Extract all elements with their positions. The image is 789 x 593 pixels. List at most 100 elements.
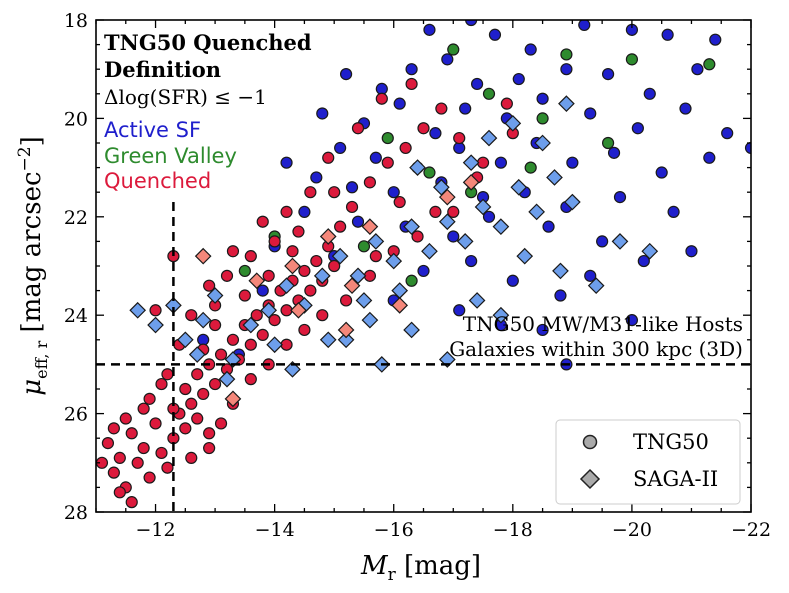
tng50-circle-point	[298, 323, 311, 337]
x-axis-unit: [mag]	[396, 551, 481, 581]
tng50-circle-point	[185, 309, 198, 322]
tng50-circle-point	[119, 412, 132, 425]
saga-diamond-point	[480, 129, 498, 147]
y-tick-label: 26	[64, 404, 88, 426]
saga-diamond-point	[290, 301, 307, 319]
tng50-circle-point	[107, 466, 120, 479]
tng50-circle-point	[197, 387, 210, 401]
tng50-circle-point	[405, 274, 418, 287]
saga-diamond-point	[564, 193, 581, 211]
y-tick-label: 24	[64, 305, 88, 327]
tng50-circle-point	[191, 368, 204, 381]
tng50-circle-point	[655, 166, 668, 179]
tng50-circle-point	[256, 284, 269, 297]
tng50-circle-point	[262, 269, 275, 282]
y-tick-label: 28	[64, 502, 88, 524]
saga-diamond-point	[224, 390, 242, 408]
tng50-circle-point	[506, 274, 519, 287]
tng50-circle-point	[721, 127, 734, 140]
tng50-circle-point	[179, 382, 192, 396]
y-axis-label: μeff, r [mag arcsec−2]	[15, 136, 51, 395]
tng50-circle-point	[429, 127, 442, 140]
tng50-circle-point	[482, 210, 496, 223]
tng50-circle-point	[405, 63, 418, 76]
legend-marker-diamond	[579, 468, 601, 490]
saga-diamond-point	[587, 277, 605, 295]
tng50-circle-point	[250, 309, 263, 322]
saga-diamond-point	[456, 233, 474, 250]
tng50-circle-point	[494, 156, 508, 169]
saga-diamond-point	[176, 331, 194, 349]
category-label-green-valley: Green Valley	[104, 144, 237, 168]
saga-diamond-point	[129, 301, 147, 319]
saga-diamond-point	[492, 218, 510, 235]
saga-diamond-point	[552, 262, 569, 280]
tng50-circle-point	[107, 422, 120, 435]
tng50-circle-point	[643, 87, 656, 100]
tng50-circle-point	[310, 171, 323, 184]
tng50-circle-point	[369, 250, 382, 263]
tng50-circle-point	[607, 146, 621, 159]
tng50-circle-point	[357, 240, 371, 253]
annotation-line2: Galaxies within 300 kpc (3D)	[449, 337, 743, 361]
tng50-circle-point	[661, 28, 674, 41]
tng50-circle-point	[137, 441, 150, 455]
tng50-circle-point	[500, 97, 513, 110]
saga-diamond-point	[248, 272, 266, 290]
saga-diamond-point	[188, 346, 206, 363]
saga-diamond-point	[611, 233, 629, 250]
saga-diamond-point	[260, 301, 278, 319]
tng50-circle-point	[125, 496, 138, 509]
tng50-circle-point	[524, 43, 537, 56]
tng50-circle-point	[560, 63, 573, 76]
x-tick-label: −12	[135, 519, 175, 541]
x-tick-labels: −12 −14 −16 −18 −20 −22	[135, 519, 771, 541]
tng50-circle-point	[536, 92, 549, 105]
saga-diamond-point	[319, 228, 337, 245]
tng50-circle-point	[203, 427, 216, 440]
saga-diamond-point	[147, 316, 164, 334]
tng50-circle-point	[185, 397, 198, 410]
tng50-circle-point	[703, 58, 716, 71]
x-tick-label: −14	[255, 519, 295, 541]
saga-diamond-point	[194, 247, 212, 265]
tng50-circle-point	[447, 205, 460, 218]
saga-diamond-point	[331, 247, 349, 265]
info-title-line1: TNG50 Quenched	[104, 30, 312, 55]
tng50-circle-point	[453, 304, 466, 317]
tng50-circle-point	[143, 471, 156, 484]
tng50-circle-point	[554, 289, 567, 302]
tng50-circle-point	[280, 205, 293, 218]
tng50-circle-point	[238, 289, 251, 302]
tng50-circle-point	[244, 338, 257, 351]
tng50-circle-point	[393, 195, 406, 209]
tng50-circle-point	[339, 294, 353, 307]
tng50-circle-point	[381, 131, 394, 145]
tng50-circle-point	[369, 151, 382, 164]
tng50-circle-point	[744, 141, 751, 155]
tng50-circle-point	[286, 245, 299, 258]
tng50-circle-point	[298, 264, 311, 278]
tng50-circle-point	[423, 166, 436, 179]
axis-ticks	[95, 19, 752, 513]
tng50-circle-point	[334, 141, 347, 155]
tng50-circle-point	[596, 235, 609, 248]
saga-diamond-point	[278, 277, 295, 295]
tng50-circle-point	[208, 377, 222, 391]
x-axis-subscript: r	[388, 565, 397, 585]
tng50-circle-point	[113, 451, 126, 464]
saga-diamond-point	[468, 292, 486, 309]
tng50-circle-point	[423, 23, 436, 36]
saga-diamond-point	[361, 218, 379, 235]
tng50-circle-point	[488, 28, 502, 41]
tng50-circle-point	[381, 156, 394, 169]
saga-diamond-point	[242, 316, 260, 334]
saga-diamond-point	[516, 247, 534, 265]
legend-label-saga: SAGA-II	[633, 467, 718, 491]
saga-diamond-point	[438, 188, 456, 206]
tng50-circle-point	[155, 377, 168, 391]
saga-diamond-point	[319, 331, 337, 349]
tng50-circle-point	[560, 48, 573, 61]
tng50-circle-point	[328, 186, 341, 199]
tng50-circle-point	[625, 53, 639, 66]
